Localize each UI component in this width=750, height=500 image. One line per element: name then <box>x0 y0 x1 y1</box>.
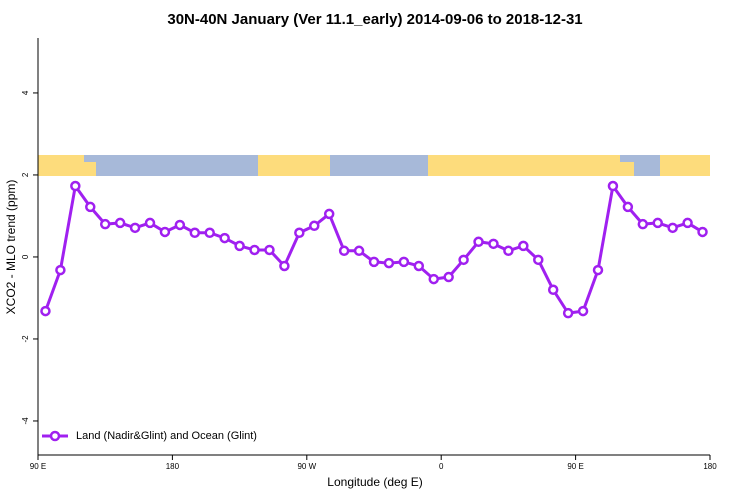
x-tick-label: 90 W <box>297 462 316 471</box>
land-ocean-strip <box>38 155 710 176</box>
data-point <box>428 273 439 285</box>
legend-marker <box>49 430 61 442</box>
data-point <box>204 227 215 239</box>
data-point <box>219 232 230 244</box>
x-tick-label: 90 E <box>30 462 46 471</box>
data-point <box>323 208 335 220</box>
data-point <box>129 222 141 234</box>
data-point <box>652 217 663 229</box>
data-point <box>338 245 350 257</box>
data-point <box>682 217 693 229</box>
y-tick-label: 2 <box>21 172 30 177</box>
chart-title: 30N-40N January (Ver 11.1_early) 2014-09… <box>167 11 582 28</box>
data-point <box>398 256 410 268</box>
y-tick-label: -4 <box>21 417 30 425</box>
data-point <box>622 201 634 213</box>
data-point <box>607 180 619 192</box>
x-tick-label: 180 <box>166 462 180 471</box>
data-point <box>443 271 454 283</box>
y-tick-label: 0 <box>21 254 30 259</box>
data-point <box>518 240 529 252</box>
y-tick-label: 4 <box>21 90 30 95</box>
data-point <box>383 257 395 269</box>
data-point <box>309 220 320 232</box>
data-point <box>85 201 96 213</box>
data-point <box>144 217 156 229</box>
data-point <box>503 245 514 257</box>
data-point <box>70 180 81 192</box>
data-point <box>174 219 186 231</box>
legend-label: Land (Nadir&Glint) and Ocean (Glint) <box>76 430 257 442</box>
data-point <box>114 217 126 229</box>
data-point <box>55 264 66 276</box>
data-point <box>592 264 604 276</box>
data-point <box>99 218 111 230</box>
series-line <box>44 182 704 315</box>
data-point <box>473 236 484 248</box>
data-point <box>413 260 425 272</box>
data-point <box>697 226 708 238</box>
x-tick-label: 90 E <box>567 462 583 471</box>
data-point <box>234 240 245 252</box>
data-point <box>368 256 380 268</box>
data-point <box>279 260 290 272</box>
data-point <box>488 238 499 250</box>
data-point <box>533 254 544 266</box>
data-point <box>547 284 559 296</box>
y-axis-label: XCO2 - MLO trend (ppm) <box>4 180 18 315</box>
x-axis-label: Longitude (deg E) <box>327 475 422 489</box>
data-point <box>577 305 589 317</box>
data-point <box>159 226 171 238</box>
data-point <box>637 218 649 230</box>
data-point <box>458 254 469 266</box>
data-point <box>189 227 201 239</box>
data-point <box>264 244 275 256</box>
x-tick-label: 180 <box>703 462 717 471</box>
data-point <box>40 305 51 317</box>
data-point <box>562 307 574 319</box>
x-tick-label: 0 <box>439 462 444 471</box>
data-point <box>294 227 305 239</box>
y-tick-label: -2 <box>21 335 30 343</box>
data-point <box>249 244 260 256</box>
data-point <box>353 245 365 257</box>
data-point <box>667 222 678 234</box>
